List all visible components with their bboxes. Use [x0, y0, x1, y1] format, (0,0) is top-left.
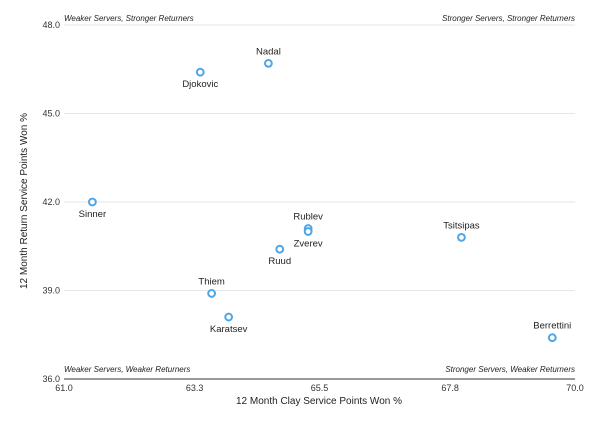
data-point-label: Sinner	[79, 209, 106, 220]
data-point-label: Thiem	[198, 276, 224, 287]
x-tick-label: 65.5	[311, 383, 329, 393]
data-point-marker	[264, 58, 273, 68]
data-point-marker	[303, 227, 313, 236]
data-point-marker	[195, 67, 205, 77]
data-point-label: Berrettini	[533, 321, 571, 332]
x-tick-label: 70.0	[566, 383, 584, 393]
x-tick-label: 67.8	[441, 383, 459, 393]
y-axis-ticks: 36.0 39.0 42.0 45.0 48.0	[42, 20, 60, 384]
data-point-label: Tsitsipas	[443, 220, 480, 231]
data-point-label: Ruud	[268, 256, 291, 267]
data-point-label: Zverev	[294, 239, 323, 250]
data-point-label: Rublev	[293, 212, 323, 223]
grid-lines	[64, 24, 575, 291]
data-point-marker	[457, 233, 466, 242]
quadrant-label-top-right: Stronger Servers, Stronger Returners	[442, 14, 575, 23]
y-tick-label: 36.0	[42, 374, 60, 384]
quadrant-label-bottom-right: Stronger Servers, Weaker Returners	[445, 365, 575, 374]
data-point-marker	[547, 333, 557, 343]
data-point-label: Nadal	[256, 46, 281, 57]
y-axis-label: 12 Month Return Service Points Won %	[19, 113, 30, 289]
x-axis-ticks: 61.0 63.3 65.5 67.8 70.0	[55, 383, 584, 393]
x-tick-label: 61.0	[55, 383, 73, 393]
data-point-label: Djokovic	[182, 79, 218, 90]
x-axis-label: 12 Month Clay Service Points Won %	[236, 396, 402, 407]
data-point-label: Karatsev	[210, 324, 248, 335]
x-tick-label: 63.3	[186, 383, 204, 393]
data-point-marker	[207, 289, 217, 298]
y-tick-label: 45.0	[42, 109, 60, 119]
data-point-marker	[224, 312, 234, 322]
y-tick-label: 39.0	[42, 286, 60, 296]
quadrant-label-top-left: Weaker Servers, Stronger Returners	[64, 14, 194, 23]
y-tick-label: 48.0	[42, 20, 60, 30]
quadrant-label-bottom-left: Weaker Servers, Weaker Returners	[64, 365, 190, 374]
y-tick-label: 42.0	[42, 197, 60, 207]
data-point-marker	[275, 244, 285, 254]
data-point-marker	[87, 197, 97, 207]
